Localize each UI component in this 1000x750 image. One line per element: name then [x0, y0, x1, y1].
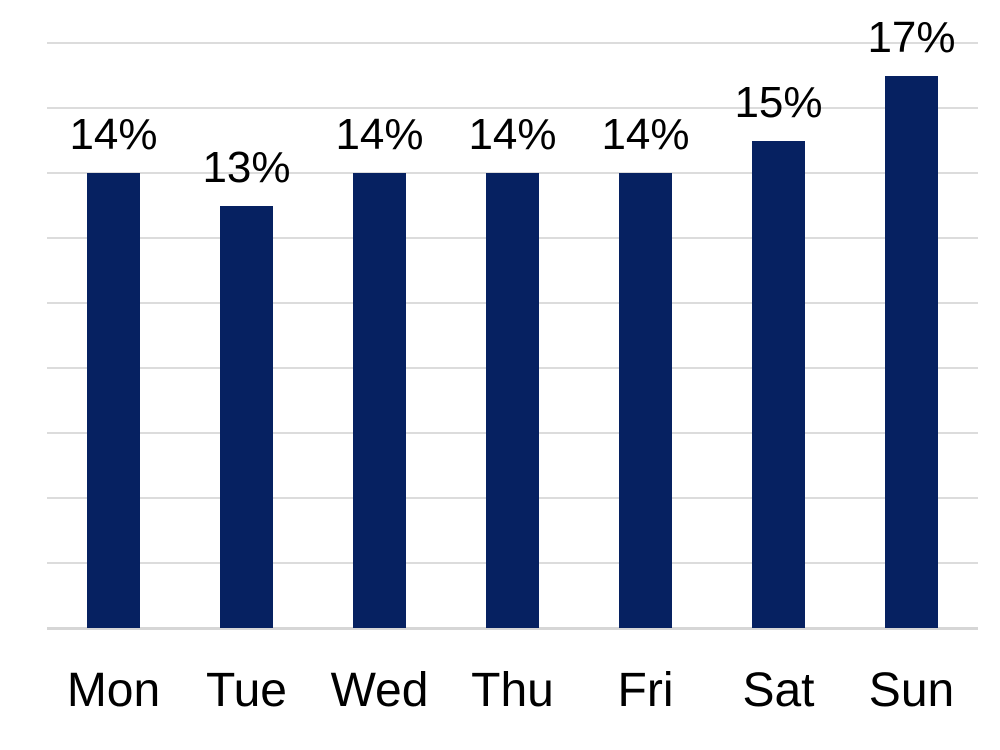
gridline — [47, 42, 978, 44]
bar — [885, 75, 938, 628]
bar — [619, 173, 672, 628]
bar-value-label: 17% — [867, 12, 956, 62]
x-axis-label: Thu — [471, 664, 554, 717]
bar-value-label: 14% — [69, 110, 158, 159]
gridline — [47, 107, 978, 109]
bar-value-label: 15% — [734, 77, 823, 127]
x-axis-label: Mon — [66, 664, 161, 717]
bar-value-label: 14% — [335, 110, 424, 159]
bar-value-label: 14% — [468, 110, 557, 159]
bar — [220, 205, 273, 628]
bar — [486, 173, 539, 628]
x-axis-label: Sat — [742, 664, 815, 717]
x-axis-label: Tue — [206, 664, 287, 717]
x-axis-label: Sun — [868, 664, 955, 717]
bar — [752, 140, 805, 628]
bar — [353, 173, 406, 628]
bar — [87, 173, 140, 628]
x-axis-label: Fri — [617, 664, 674, 717]
x-axis-label: Wed — [330, 664, 429, 717]
bar-value-label: 13% — [202, 142, 291, 192]
x-axis-line — [47, 627, 978, 630]
bar-value-label: 14% — [601, 110, 690, 159]
